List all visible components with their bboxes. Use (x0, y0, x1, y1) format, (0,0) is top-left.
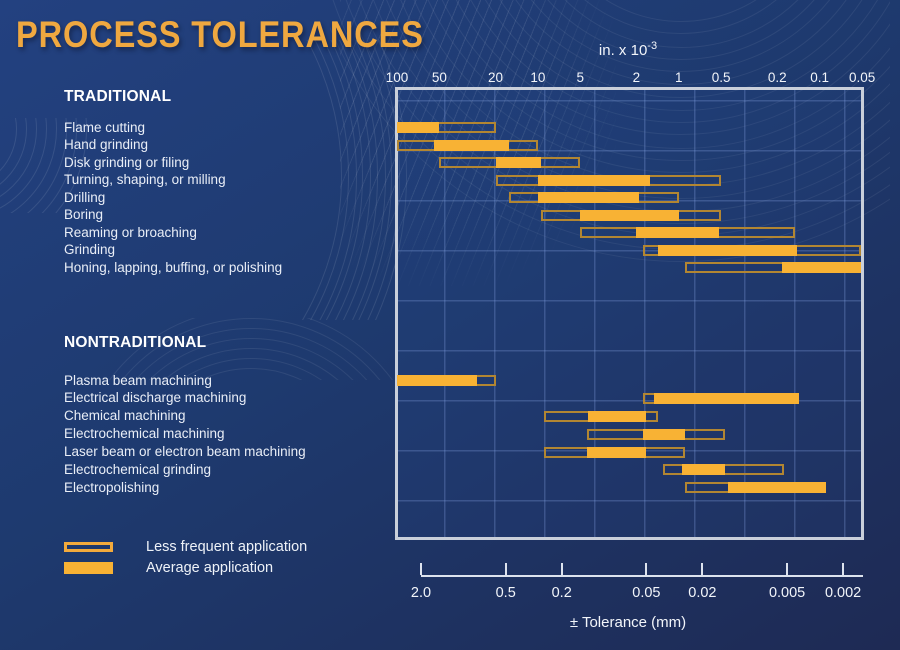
decorative-circle (300, 40, 342, 320)
bar-average-range (433, 139, 510, 151)
legend-item-average: Average application (64, 559, 273, 577)
decorative-circle (0, 118, 17, 190)
process-label: Hand grinding (64, 137, 149, 153)
process-label: Boring (64, 207, 104, 223)
decorative-circle (540, 0, 822, 22)
decorative-circle (0, 118, 67, 213)
bar-average-range (782, 262, 861, 274)
bottom-axis-tick (560, 563, 563, 575)
process-label: Electrochemical machining (64, 426, 225, 442)
bottom-axis-tick-label: 0.02 (688, 585, 717, 601)
section-header-traditional: TRADITIONAL (64, 88, 172, 105)
process-label: Electrochemical grinding (64, 461, 212, 477)
process-label: Chemical machining (64, 408, 186, 424)
process-label: Drilling (64, 189, 106, 205)
legend-swatch-average (64, 562, 113, 574)
decorative-circle (0, 118, 57, 213)
process-label: Plasma beam machining (64, 372, 212, 388)
decorative-circle (300, 40, 392, 320)
top-axis-tick: 0.2 (767, 70, 787, 85)
bottom-axis-tick (504, 563, 507, 575)
top-axis-tick: 1 (675, 70, 683, 85)
process-label: Electrical discharge machining (64, 390, 247, 406)
bottom-axis-tick (420, 563, 422, 575)
top-axis-tick: 5 (576, 70, 585, 85)
bottom-axis-tick (701, 563, 704, 575)
bar-average-range (586, 446, 647, 458)
bottom-axis-tick-label: 0.05 (632, 585, 661, 601)
bar-average-range (658, 244, 797, 256)
section-header-nontraditional: NONTRADITIONAL (64, 334, 207, 351)
decorative-circle (300, 40, 371, 320)
bar-average-range (636, 227, 719, 239)
top-axis-tick: 0.05 (848, 70, 876, 85)
bar-average-range (681, 464, 725, 476)
bar-average-range (495, 157, 542, 169)
bottom-axis-tick-label: 2.0 (410, 585, 432, 601)
bar-average-range (580, 209, 679, 221)
top-axis-title: in. x 10-3 (599, 40, 657, 59)
decorative-circle (300, 40, 386, 320)
decorative-circle (489, 0, 872, 72)
decorative-circle (0, 118, 47, 213)
process-label: Disk grinding or filing (64, 154, 190, 170)
decorative-circle (300, 40, 363, 320)
top-axis-tick: 20 (487, 70, 504, 85)
process-label: Electropolishing (64, 479, 160, 495)
page-title: PROCESS TOLERANCES (16, 14, 424, 55)
bar-average-range (727, 482, 827, 494)
legend-label-less-frequent: Less frequent application (146, 539, 308, 555)
chart-plot-area (395, 87, 864, 540)
bar-average-range (537, 192, 640, 204)
process-label: Honing, lapping, buffing, or polishing (64, 259, 283, 275)
top-axis-title-exponent: -3 (647, 40, 658, 52)
bar-average-range (397, 375, 478, 386)
legend-label-average: Average application (146, 560, 274, 576)
process-label: Flame cutting (64, 119, 146, 135)
bottom-axis-tick (786, 563, 789, 575)
bottom-axis-tick (645, 563, 648, 575)
top-axis-title-base: in. x 10 (598, 42, 648, 59)
bottom-axis-tick-label: 0.5 (495, 585, 516, 601)
decorative-circle (0, 118, 27, 200)
decorative-circle (502, 0, 860, 60)
top-axis-tick: 0.1 (810, 70, 830, 85)
decorative-circle (0, 118, 37, 210)
bottom-axis-tick (842, 563, 845, 575)
decorative-circle (300, 40, 349, 320)
decorative-circle (527, 0, 834, 34)
bottom-axis-tick-label: 0.2 (551, 585, 572, 601)
bar-average-range (537, 174, 650, 186)
process-label: Grinding (64, 242, 116, 258)
decorative-circle (300, 40, 378, 320)
bar-average-range (642, 428, 686, 440)
process-label: Reaming or broaching (64, 224, 197, 240)
bar-average-range (588, 410, 647, 422)
top-axis-tick: 2 (632, 70, 641, 85)
decorative-circle (515, 0, 848, 48)
top-axis-tick: 100 (385, 70, 409, 85)
bottom-axis-label: ± Tolerance (mm) (569, 614, 687, 631)
bar-average-range (397, 122, 440, 133)
process-label: Laser beam or electron beam machining (64, 444, 306, 459)
top-axis-tick: 50 (431, 70, 447, 85)
legend-swatch-less-frequent (64, 542, 113, 552)
bottom-axis-tick-label: 0.002 (824, 585, 862, 601)
process-label: Turning, shaping, or milling (64, 172, 226, 188)
legend-item-less-frequent: Less frequent application (64, 538, 307, 556)
top-axis-tick: 0.5 (711, 70, 731, 85)
top-axis-tick: 10 (530, 70, 546, 85)
bottom-axis-tick-label: 0.005 (768, 585, 806, 601)
bottom-axis-line (421, 575, 863, 577)
decorative-circle (300, 40, 357, 320)
bar-average-range (654, 392, 800, 404)
